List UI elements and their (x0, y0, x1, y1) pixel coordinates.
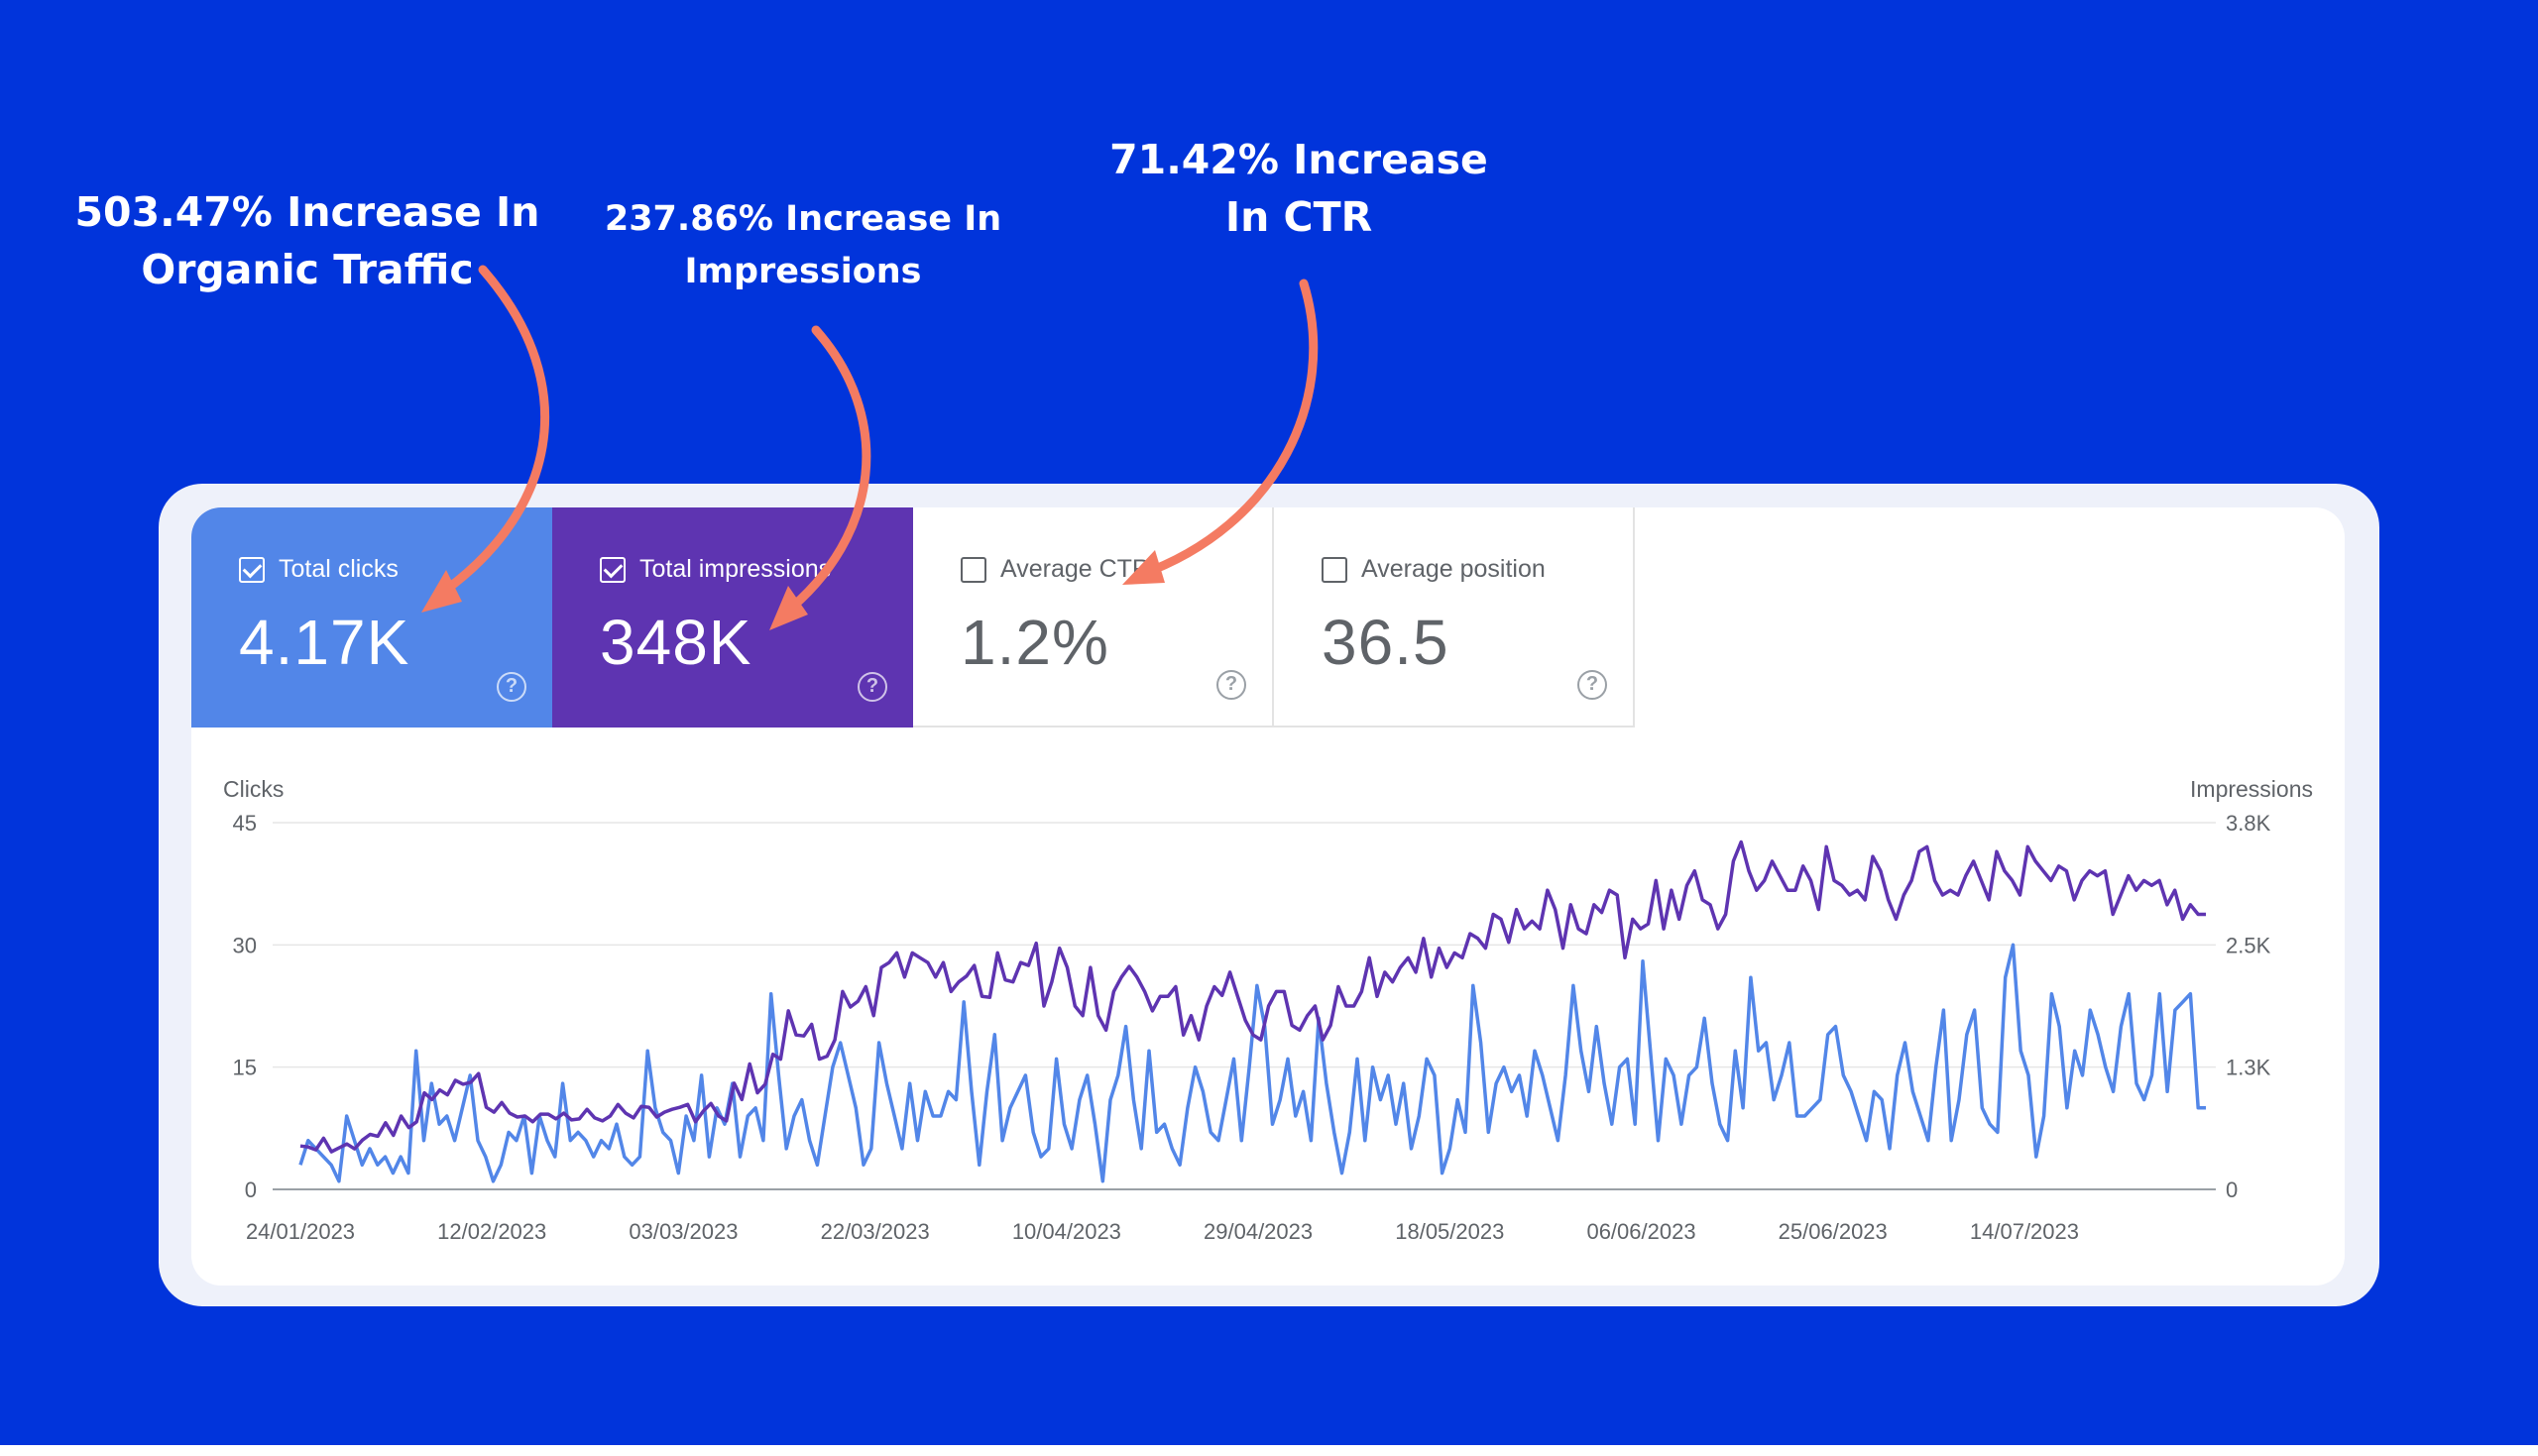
left-tick-label: 0 (245, 1177, 257, 1202)
ctr-increase-annotation: 71.42% Increase In CTR (1100, 131, 1497, 246)
tile-value: 1.2% (961, 607, 1109, 678)
x-tick-label: 29/04/2023 (1204, 1219, 1313, 1244)
help-icon[interactable]: ? (1577, 670, 1607, 700)
tile-value: 348K (600, 607, 752, 678)
series-line-impressions (299, 840, 2206, 1154)
metric-tiles: Total clicks 4.17K ? Total impressions 3… (191, 507, 1635, 728)
tile-label-row: Average position (1322, 555, 1633, 584)
right-tick-label: 3.8K (2226, 811, 2271, 836)
checkbox-checked-icon[interactable] (600, 556, 626, 583)
x-tick-label: 06/06/2023 (1586, 1219, 1695, 1244)
x-tick-label: 18/05/2023 (1395, 1219, 1504, 1244)
x-tick-label: 03/03/2023 (629, 1219, 738, 1244)
tile-label-row: Average CTR (961, 555, 1272, 584)
left-axis-title: Clicks (223, 776, 284, 802)
clicks-annotation-line1: 503.47% Increase In (74, 188, 540, 236)
tile-label: Total clicks (279, 555, 399, 583)
impressions-annotation-line2: Impressions (684, 251, 922, 291)
help-icon[interactable]: ? (1216, 670, 1246, 700)
tile-total-clicks[interactable]: Total clicks 4.17K ? (191, 507, 552, 728)
series-line-clicks (298, 943, 2206, 1183)
checkbox-checked-icon[interactable] (239, 556, 265, 583)
left-tick-label: 15 (233, 1056, 257, 1080)
impressions-annotation-line1: 237.86% Increase In (604, 199, 1002, 239)
checkbox-unchecked-icon[interactable] (1322, 556, 1347, 583)
x-tick-label: 14/07/2023 (1970, 1219, 2079, 1244)
x-tick-label: 24/01/2023 (246, 1219, 355, 1244)
x-tick-label: 25/06/2023 (1779, 1219, 1888, 1244)
bottom-margin (0, 1445, 2538, 1456)
right-tick-label: 0 (2226, 1177, 2238, 1202)
ctr-annotation-line2: In CTR (1224, 193, 1373, 242)
impressions-increase-annotation: 237.86% Increase In Impressions (595, 193, 1011, 297)
left-tick-label: 45 (233, 811, 257, 836)
tile-label-row: Total clicks (239, 555, 552, 584)
x-tick-label: 12/02/2023 (437, 1219, 546, 1244)
tile-label: Total impressions (639, 555, 832, 583)
tile-value: 4.17K (239, 607, 410, 678)
right-axis-title: Impressions (2190, 776, 2313, 802)
help-icon[interactable]: ? (497, 672, 526, 702)
checkbox-unchecked-icon[interactable] (961, 556, 986, 583)
performance-line-chart: Clicks Impressions 0 0 15 1.3K 30 2.5K 45 3.8K 24/… (223, 776, 2313, 1244)
tile-value: 36.5 (1322, 607, 1449, 678)
x-tick-label: 22/03/2023 (821, 1219, 930, 1244)
clicks-increase-annotation: 503.47% Increase In Organic Traffic (69, 183, 545, 298)
tile-average-position[interactable]: Average position 36.5 ? (1274, 507, 1635, 728)
tile-label-row: Total impressions (600, 555, 913, 584)
right-tick-label: 2.5K (2226, 933, 2271, 957)
x-tick-label: 10/04/2023 (1012, 1219, 1121, 1244)
left-tick-label: 30 (233, 933, 257, 957)
tile-label: Average position (1361, 555, 1546, 583)
tile-label: Average CTR (1000, 555, 1150, 583)
tile-average-ctr[interactable]: Average CTR 1.2% ? (913, 507, 1274, 728)
help-icon[interactable]: ? (858, 672, 887, 702)
right-tick-label: 1.3K (2226, 1056, 2271, 1080)
ctr-annotation-line1: 71.42% Increase (1109, 136, 1488, 183)
tile-total-impressions[interactable]: Total impressions 348K ? (552, 507, 913, 728)
clicks-annotation-line2: Organic Traffic (141, 246, 474, 294)
